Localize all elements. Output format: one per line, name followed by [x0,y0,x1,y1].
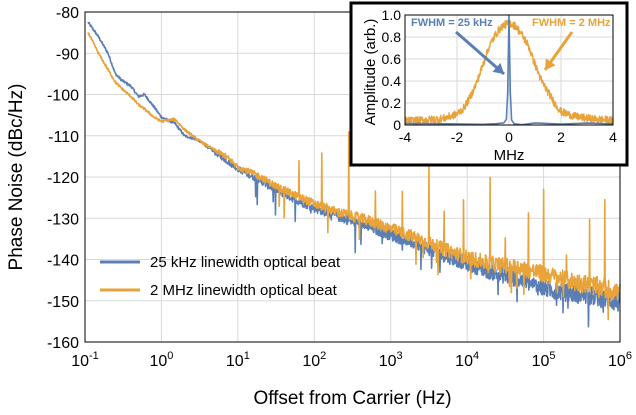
main-y-tick-labels: -80 -90 -100 -110 -120 -130 -140 -150 -160 [47,5,79,352]
legend-label-2mhz: 2 MHz linewidth optical beat [150,282,338,299]
arrow-2mhz-head [545,58,556,70]
inset-x-tick-label: 4 [609,129,617,145]
series-line-2mhz [87,32,621,321]
inset-y-tick-label: 0.2 [382,95,402,111]
y-axis-title: Phase Noise (dBc/Hz) [6,84,27,271]
inset-x-tick-label: 0 [505,129,513,145]
arrow-25khz [455,30,505,76]
main-x-tick-label: 103 [379,350,403,370]
main-x-tick-label: 106 [608,350,632,370]
x-axis-title: Offset from Carrier (Hz) [253,388,451,409]
main-y-tick-label: -160 [47,335,79,352]
inset-x-tick-label: 2 [557,129,565,145]
inset-x-tick-label: -2 [451,129,464,145]
main-y-tick-label: -90 [56,46,79,63]
inset-x-tick-label: -4 [399,129,412,145]
main-x-tick-labels: 10-1 100 101 102 103 104 105 106 [71,350,632,370]
main-y-tick-label: -140 [47,253,79,270]
inset-y-axis-title: Amplitude (arb.) [362,19,379,126]
inset-y-tick-label: 0.4 [382,73,402,89]
series-line-25khz [87,21,621,328]
legend-label-25khz: 25 kHz linewidth optical beat [150,254,341,271]
inset-y-tick-label: 0.8 [382,29,402,45]
main-y-tick-label: -150 [47,294,79,311]
arrow-25khz-head [492,62,504,74]
inset-y-tick-label: 0.6 [382,51,402,67]
inset-y-tick-label: 1.0 [382,7,402,23]
main-x-tick-label: 100 [149,350,173,370]
annotation-fwhm-2mhz: FWHM = 2 MHz [532,17,611,29]
annotation-fwhm-25khz: FWHM = 25 kHz [411,17,493,29]
inset-y-tick-labels: 0 0.2 0.4 0.6 0.8 1.0 [382,7,402,133]
inset-annotations: FWHM = 25 kHz FWHM = 2 MHz [411,17,611,76]
main-y-tick-label: -80 [56,5,79,22]
main-y-tick-label: -120 [47,170,79,187]
main-x-tick-label: 105 [532,350,556,370]
main-y-tick-label: -110 [48,129,79,146]
legend: 25 kHz linewidth optical beat 2 MHz line… [100,254,341,299]
inset-plot-frame [404,14,614,126]
main-x-tick-label: 102 [302,350,326,370]
main-y-tick-label: -100 [47,88,79,105]
inset-y-tick-label: 0 [393,117,401,133]
main-plot-series [87,21,621,328]
main-y-tick-label: -130 [47,211,79,228]
main-x-tick-label: 10-1 [71,350,99,370]
main-x-tick-label: 101 [226,350,250,370]
inset-spectrum-chart: 0 0.2 0.4 0.6 0.8 1.0 -4 -2 0 2 4 MHz Amplitude (… [349,1,629,167]
main-x-tick-label: 104 [455,350,479,370]
inset-background [349,1,629,167]
inset-x-axis-title: MHz [494,147,525,164]
inset-x-tick-labels: -4 -2 0 2 4 [399,129,617,145]
